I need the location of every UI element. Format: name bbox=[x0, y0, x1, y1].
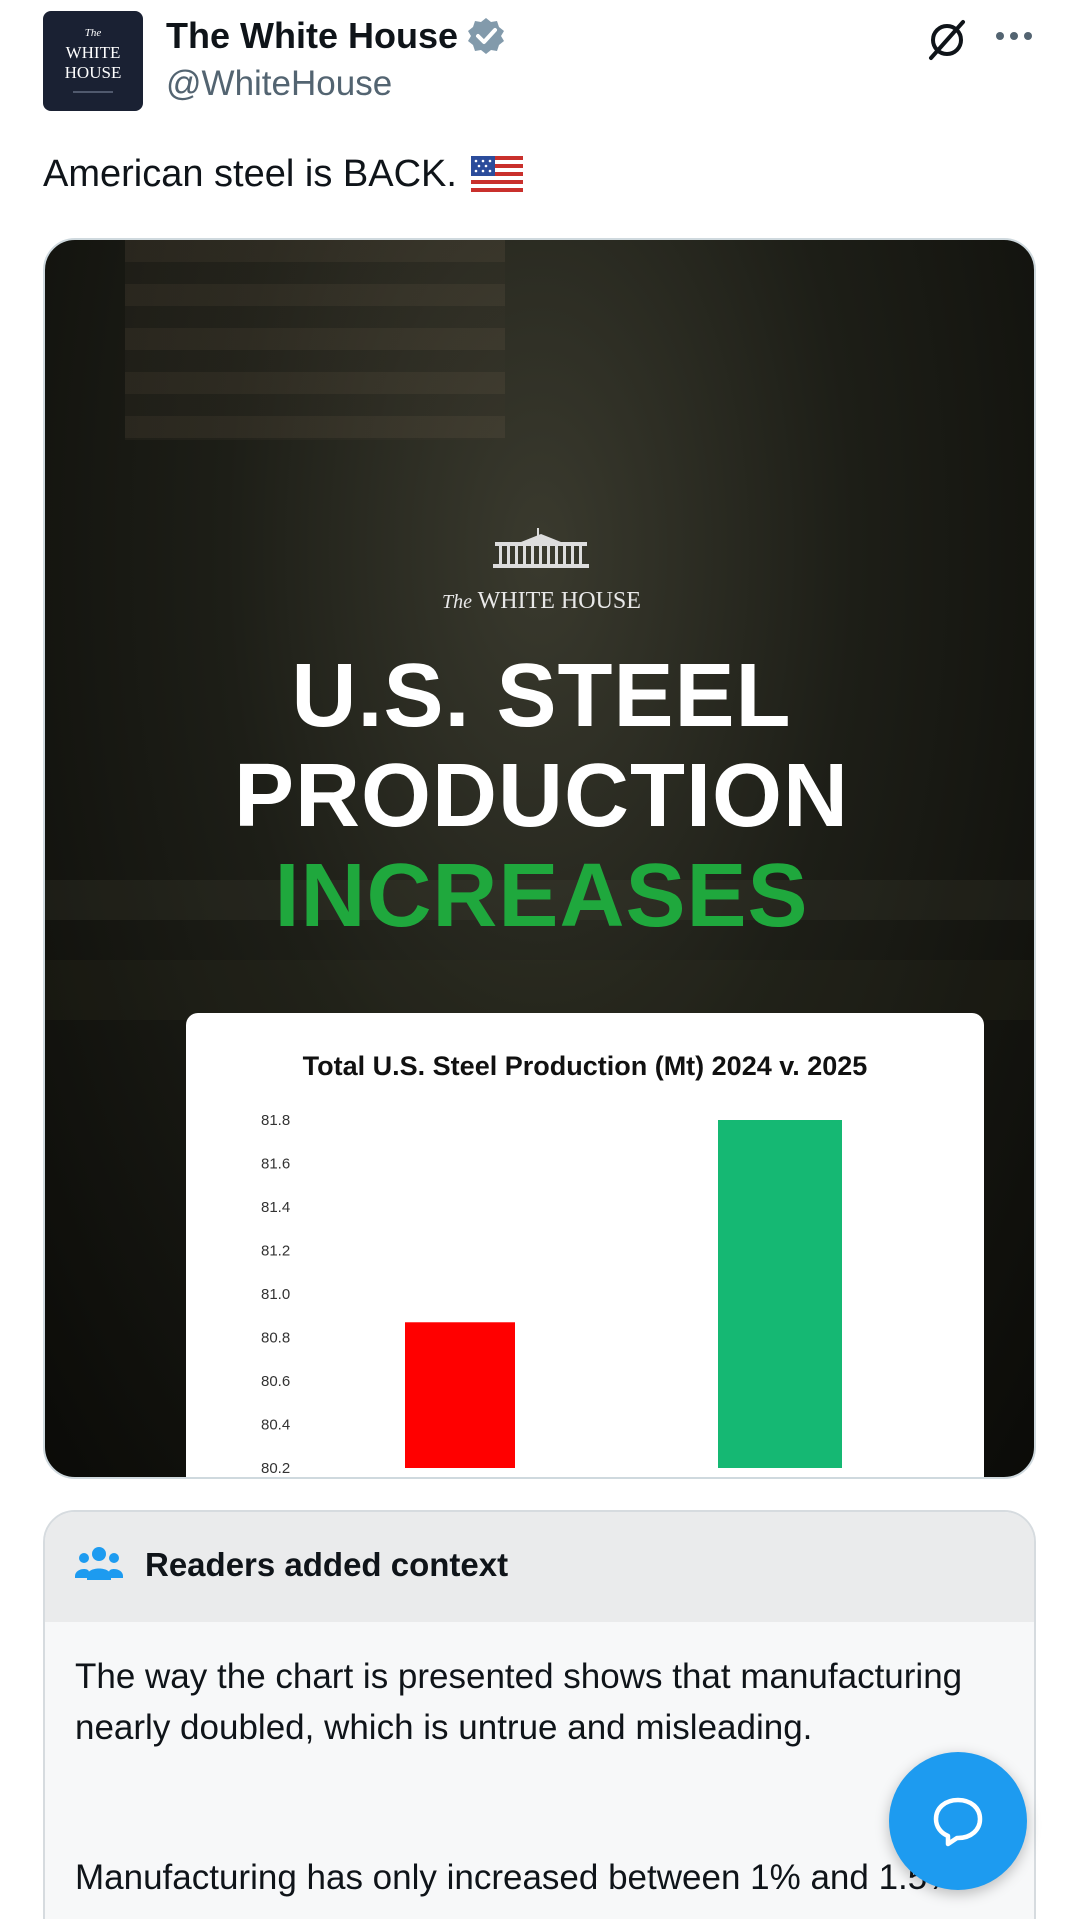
community-note-title: Readers added context bbox=[145, 1546, 509, 1583]
compose-reply-button[interactable] bbox=[889, 1752, 1027, 1890]
community-note-paragraph: Manufacturing has only increased between… bbox=[75, 1858, 959, 1897]
author-name[interactable]: The White House bbox=[166, 15, 459, 56]
community-note-header: Readers added context bbox=[45, 1512, 1034, 1622]
community-note: Readers added context The way the chart … bbox=[43, 1510, 1036, 1919]
white-house-wordmark: The WHITE HOUSE bbox=[45, 588, 1034, 615]
avatar-text-the: The bbox=[84, 27, 102, 39]
y-tick-label: 81.8 bbox=[261, 1112, 290, 1129]
wordmark-prefix: The bbox=[442, 591, 473, 613]
y-tick-label: 80.2 bbox=[261, 1460, 290, 1477]
tweet-media-image[interactable]: The WHITE HOUSE U.S. STEEL PRODUCTION IN… bbox=[43, 238, 1036, 1479]
tweet-header: The WHITE HOUSE The White House @WhiteHo… bbox=[0, 0, 1080, 150]
chart-title: Total U.S. Steel Production (Mt) 2024 v.… bbox=[302, 1051, 868, 1081]
tweet-text-body: American steel is BACK. bbox=[43, 153, 457, 195]
y-tick-label: 80.4 bbox=[261, 1417, 290, 1434]
avatar[interactable]: The WHITE HOUSE bbox=[43, 11, 143, 111]
bar-2024 bbox=[405, 1322, 515, 1468]
author-name-row: The White House bbox=[166, 14, 506, 58]
us-flag-icon bbox=[470, 155, 523, 194]
grok-icon[interactable] bbox=[925, 18, 969, 62]
headline-line-2: PRODUCTION bbox=[234, 746, 849, 846]
avatar-rule bbox=[73, 91, 113, 93]
bar-chart: 81.881.681.481.281.080.880.680.480.22024… bbox=[261, 1112, 842, 1477]
headline-line-3: INCREASES bbox=[274, 846, 809, 946]
readers-icon bbox=[75, 1547, 123, 1580]
background-beam bbox=[45, 880, 1034, 920]
y-tick-label: 80.8 bbox=[261, 1330, 290, 1347]
background-flag bbox=[125, 240, 505, 440]
y-tick-label: 81.6 bbox=[261, 1156, 290, 1173]
tweet-text: American steel is BACK. bbox=[43, 153, 523, 196]
author-handle[interactable]: @WhiteHouse bbox=[166, 64, 393, 103]
y-tick-label: 81.0 bbox=[261, 1286, 290, 1303]
bar-2025 bbox=[718, 1120, 842, 1468]
y-tick-label: 80.6 bbox=[261, 1373, 290, 1390]
y-tick-label: 81.2 bbox=[261, 1243, 290, 1260]
background-beam bbox=[45, 960, 1034, 1020]
white-house-logo-icon bbox=[493, 528, 589, 568]
headline-line-1: U.S. STEEL bbox=[291, 646, 792, 746]
community-note-paragraph: The way the chart is presented shows tha… bbox=[75, 1657, 963, 1747]
avatar-text-white: WHITE bbox=[65, 43, 121, 62]
reply-bubble-icon bbox=[933, 1797, 983, 1847]
verified-badge-icon bbox=[468, 18, 505, 54]
bar-chart-card: Total U.S. Steel Production (Mt) 2024 v.… bbox=[186, 1013, 984, 1477]
avatar-text-house: HOUSE bbox=[64, 63, 122, 82]
wordmark-name: WHITE HOUSE bbox=[477, 588, 641, 614]
more-icon[interactable] bbox=[994, 30, 1034, 42]
y-tick-label: 81.4 bbox=[261, 1199, 290, 1216]
